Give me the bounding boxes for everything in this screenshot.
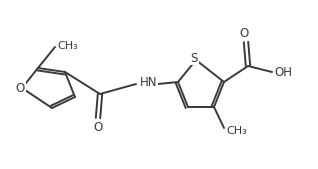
Text: S: S: [190, 52, 198, 65]
Text: HN: HN: [140, 77, 157, 90]
Text: O: O: [239, 27, 249, 40]
Text: CH₃: CH₃: [57, 41, 78, 51]
Text: OH: OH: [274, 66, 292, 78]
Text: CH₃: CH₃: [226, 126, 247, 136]
Text: O: O: [93, 121, 103, 134]
Text: O: O: [15, 81, 24, 94]
